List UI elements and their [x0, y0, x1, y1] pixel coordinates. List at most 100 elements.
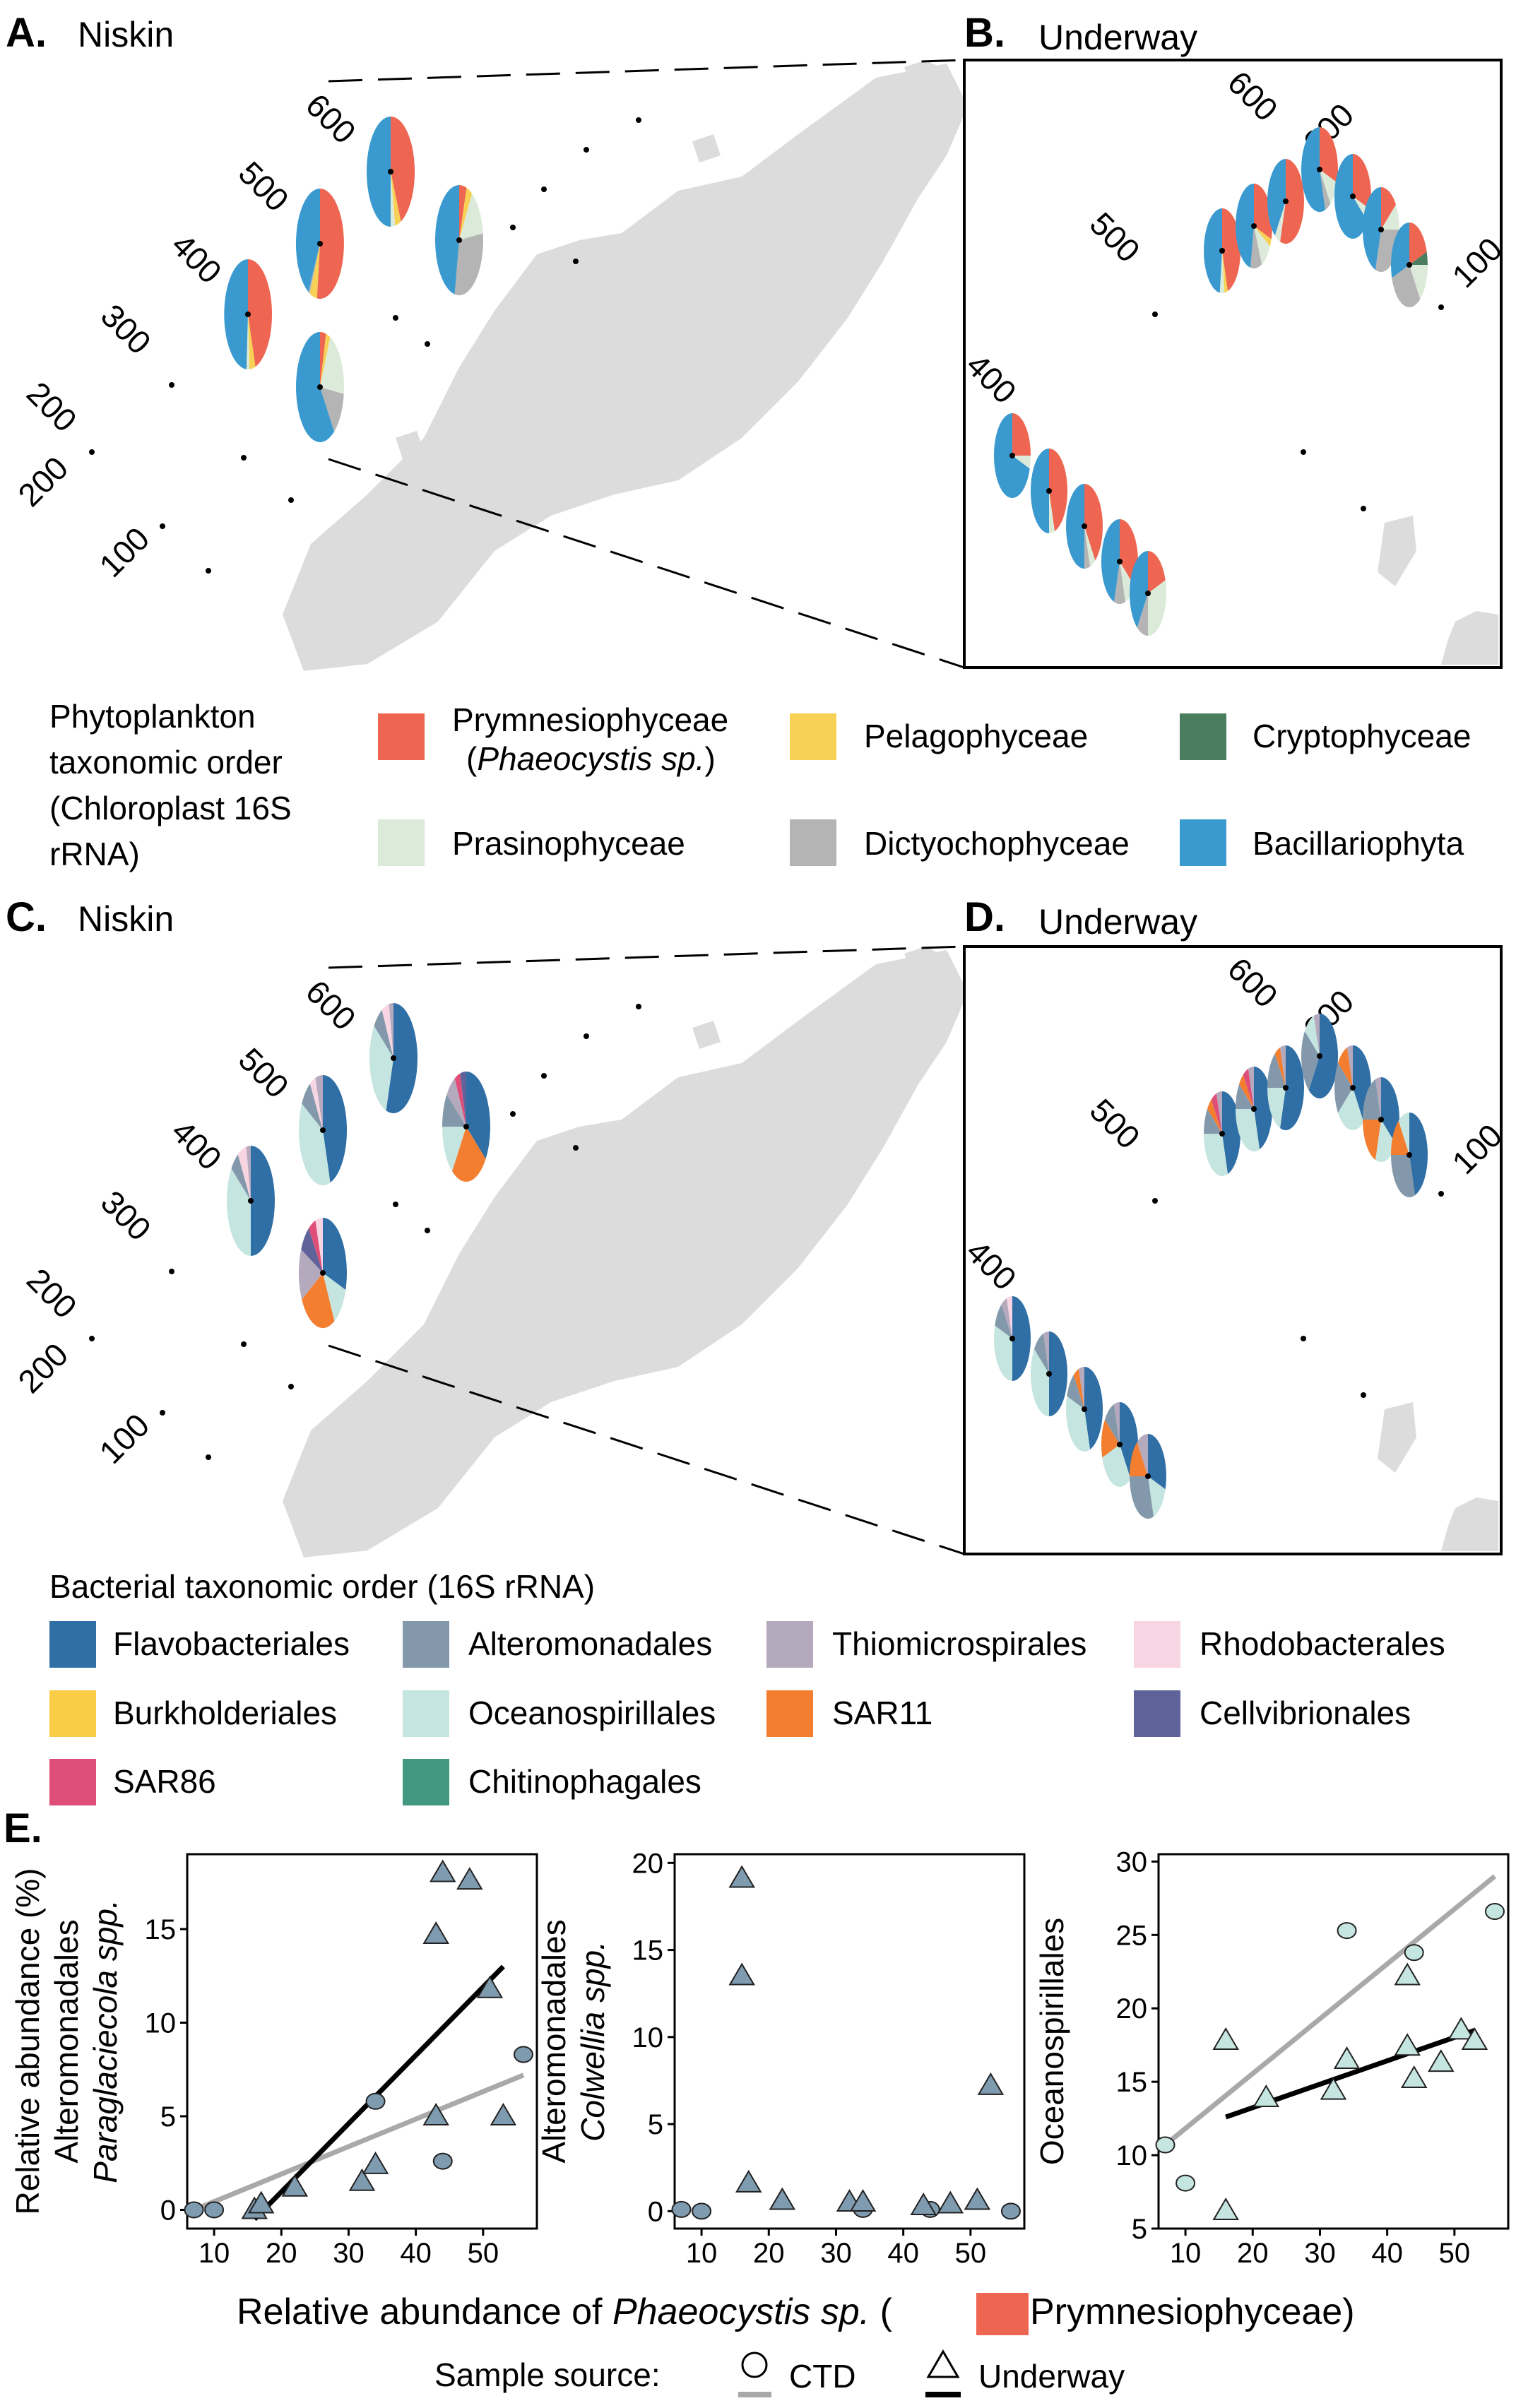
pie-slice-alteromonadales — [1105, 1404, 1120, 1445]
pie-slice-prymnesiophyceae — [1381, 187, 1396, 230]
legend-label-cellvibrionales: Cellvibrionales — [1200, 1695, 1411, 1731]
pie-slice-alteromonadales — [1301, 1031, 1320, 1091]
underway-point — [964, 2187, 991, 2210]
xlabel-paren-open: ( — [870, 2291, 892, 2332]
legend-label-thiomicrospirales: Thiomicrospirales — [832, 1625, 1086, 1662]
pie-slice-oceanospirillales — [1204, 1134, 1228, 1177]
pie-center-dot — [1117, 559, 1123, 564]
pie-center-dot — [388, 169, 393, 174]
station-dot — [510, 225, 516, 230]
legend-swatch-cryptophyceae — [1180, 713, 1226, 760]
pie-slice-prymnesiophyceae — [320, 332, 326, 387]
station-pie — [442, 1072, 490, 1182]
zoom-line — [328, 1344, 965, 1555]
station-dot — [169, 1269, 174, 1274]
station-pie — [1334, 153, 1371, 239]
station-pie — [1363, 1077, 1399, 1162]
pie-center-dot — [463, 1124, 469, 1129]
panel-a-land — [283, 60, 968, 671]
station-pie — [296, 332, 344, 442]
pie-slice-prymnesiophyceae — [1084, 484, 1103, 561]
pie-slice-flavobacteriales — [386, 1003, 418, 1113]
panel-c-pies — [227, 1003, 490, 1329]
underway-point — [910, 2192, 937, 2215]
depth-label: 600 — [299, 973, 363, 1037]
y-tick-label: 10 — [632, 2022, 664, 2053]
pie-slice-rhodobacterales — [237, 1146, 251, 1201]
pie-slice-bacillariophyta — [1391, 223, 1409, 278]
pie-center-dot — [1407, 1152, 1412, 1158]
legend-swatch-sar11 — [766, 1690, 813, 1737]
pie-slice-prasinophyceae — [1012, 456, 1031, 469]
station-pie — [367, 116, 415, 227]
y-tick-label: 10 — [145, 2008, 177, 2039]
underway-point — [977, 2072, 1005, 2095]
pie-slice-sar11 — [1274, 1047, 1286, 1088]
scatter-oceanospirillales: 10 20 30 40 50 5 10 15 20 25 30 Oceanospirillales — [1034, 1846, 1510, 2269]
station-pie — [1334, 1045, 1371, 1130]
pie-slice-dictyochophyceae — [1250, 226, 1262, 268]
y-tick-label: 0 — [648, 2196, 663, 2227]
station-pie — [298, 1074, 348, 1186]
pie-slice-bacillariophyta — [296, 332, 334, 442]
pie-slice-pelagophyceae — [459, 187, 473, 240]
station-dot — [636, 117, 641, 123]
legend-label-pelagophyceae: Pelagophyceae — [864, 718, 1088, 754]
coast-land — [1441, 611, 1498, 665]
station-dot — [160, 523, 165, 529]
x-tick-label: 30 — [820, 2238, 852, 2269]
pie-slice-bacillariophyta — [1204, 208, 1222, 293]
xlabel-paren-close: ) — [1342, 2291, 1354, 2332]
station-pie — [1236, 184, 1272, 268]
zoom-line — [328, 945, 965, 969]
pie-slice-oceanospirillales — [994, 1325, 1012, 1381]
island-land — [692, 134, 721, 162]
station-dot — [1438, 1191, 1444, 1197]
pie-slice-oceanospirillales — [1305, 1015, 1320, 1056]
station-dot — [160, 1410, 165, 1416]
pie-slice-thiomicrospirales — [446, 1078, 466, 1127]
pie-slice-dictyochophyceae — [1392, 265, 1421, 307]
pie-slice-flavobacteriales — [1409, 1113, 1428, 1196]
phyto-legend-title: Phytoplankton taxonomic order (Chloropla… — [49, 698, 300, 872]
pie-slice-oceanospirillales — [1102, 1445, 1131, 1487]
panel-d-letter: D. — [964, 894, 1005, 940]
station-dot — [425, 341, 430, 347]
pie-slice-prymnesiophyceae — [1012, 413, 1031, 456]
station-pie — [224, 259, 273, 369]
depth-label: 400 — [165, 226, 229, 290]
ctd-point — [184, 2201, 204, 2219]
pie-slice-flavobacteriales — [1381, 1077, 1399, 1145]
panel-d-title: Underway — [1038, 902, 1197, 942]
coast-land — [1441, 1497, 1498, 1551]
island-land — [904, 947, 947, 975]
x-tick-label: 20 — [753, 2238, 785, 2269]
pie-slice-prymnesiophyceae — [316, 189, 344, 299]
underway-point — [281, 2173, 309, 2197]
pie-slice-alteromonadales — [442, 1094, 466, 1127]
station-dot — [425, 1228, 430, 1233]
pie-slice-sar11 — [1338, 1047, 1353, 1088]
sample-source-legend: Sample source: CTD Underway — [434, 2349, 1125, 2397]
peninsula-land — [283, 950, 968, 1558]
underway-point — [849, 2189, 877, 2212]
legend-swatch-prymnesiophyceae — [378, 713, 425, 760]
panel-b-frame — [963, 59, 1503, 669]
phyto-legend-title-line: Phytoplankton — [49, 698, 256, 735]
x-tick-label: 50 — [955, 2238, 987, 2269]
station-pie — [993, 413, 1031, 498]
pie-slice-oceanospirillales — [442, 1127, 466, 1172]
pie-slice-oceanospirillales — [323, 1273, 346, 1322]
pie-center-dot — [1251, 1106, 1257, 1112]
pie-center-dot — [1378, 1117, 1384, 1122]
pie-center-dot — [1009, 453, 1015, 458]
pie-slice-prasinophyceae — [1381, 204, 1399, 230]
panel-c-labels: 600 500 400 300 200 200 100 — [11, 973, 363, 1471]
sample-legend-label: Sample source: — [434, 2356, 661, 2393]
underway-point — [1394, 1962, 1421, 1986]
underway-point — [1447, 2017, 1475, 2040]
pie-slice-prymnesiophyceae — [248, 259, 273, 367]
pie-center-dot — [1350, 194, 1356, 199]
station-pie — [1301, 127, 1338, 212]
y-tick-label: 5 — [160, 2101, 176, 2133]
